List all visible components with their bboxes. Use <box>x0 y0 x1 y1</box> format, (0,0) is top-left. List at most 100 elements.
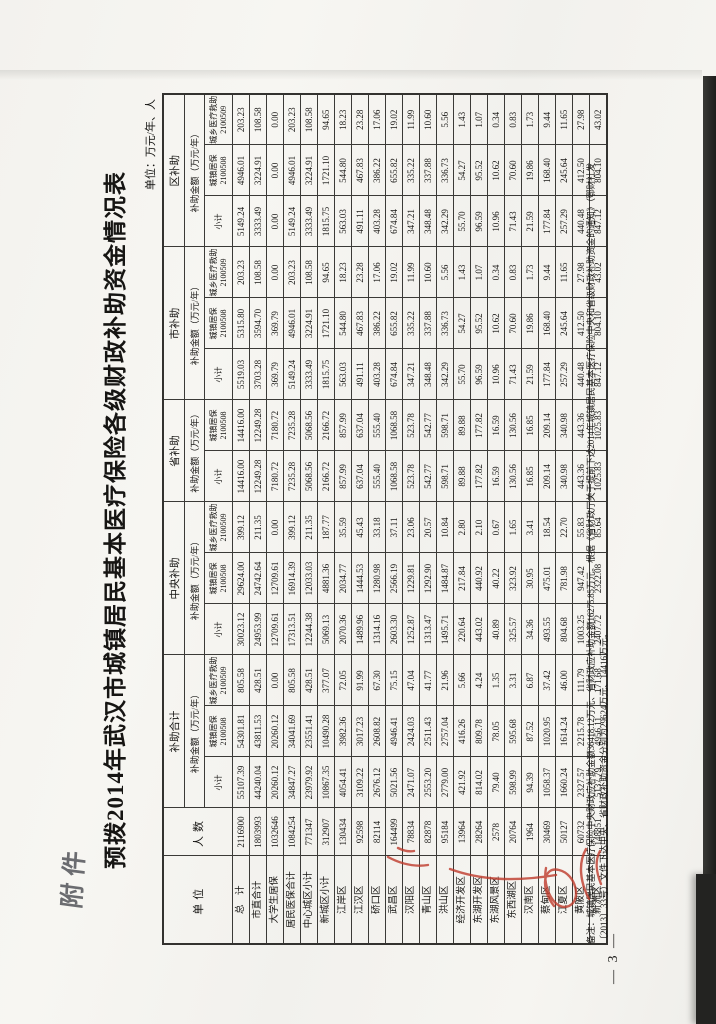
cell-amount: 16.85 <box>521 450 539 502</box>
cell-amount: 177.82 <box>470 450 488 502</box>
cell-amount: 369.79 <box>266 348 284 400</box>
cell-amount: 89.88 <box>453 450 471 502</box>
cell-amount: 1.73 <box>521 246 539 298</box>
cell-people: 1803993 <box>249 808 267 856</box>
cell-amount: 9.44 <box>538 93 556 145</box>
row-label-unit: 大学生居保 <box>266 856 284 944</box>
column-header: 小计 <box>204 757 233 808</box>
cell-amount: 1.07 <box>470 93 488 145</box>
cell-amount: 4946.41 <box>385 706 403 757</box>
cell-amount: 2.80 <box>453 501 471 553</box>
cell-people: 95184 <box>436 808 454 856</box>
cell-amount: 19.86 <box>521 144 539 196</box>
column-header: 小计 <box>204 348 233 400</box>
cell-amount: 0.67 <box>487 501 505 553</box>
cell-people: 50127 <box>555 808 573 856</box>
cell-amount: 9.44 <box>538 246 556 298</box>
cell-amount: 348.48 <box>419 195 437 247</box>
cell-people: 2578 <box>487 808 505 856</box>
cell-amount: 47.04 <box>402 654 420 706</box>
cell-amount: 1313.47 <box>419 603 437 655</box>
cell-amount: 2779.00 <box>436 757 454 808</box>
cell-amount: 403.28 <box>368 348 386 400</box>
cell-amount: 20.57 <box>419 501 437 553</box>
cell-amount: 2424.03 <box>402 706 420 757</box>
cell-amount: 16.59 <box>487 450 505 502</box>
cell-amount: 5.56 <box>436 246 454 298</box>
cell-amount: 19.02 <box>385 246 403 298</box>
row-label-unit: 蔡甸区 <box>538 856 556 944</box>
cell-amount: 21.59 <box>521 348 539 400</box>
cell-people: 312907 <box>317 808 335 856</box>
cell-amount: 5519.03 <box>232 348 250 400</box>
table-row: 洪山区 95184 2779.00 2757.04 21.96 1495.71 1484.8… <box>436 93 454 944</box>
cell-amount: 804.68 <box>555 603 573 655</box>
column-header: 城乡医疗救助 2100509 <box>204 501 233 553</box>
cell-amount: 18.54 <box>538 501 556 553</box>
cell-amount: 0.00 <box>266 144 284 196</box>
cell-amount: 95.52 <box>470 297 488 349</box>
cell-amount: 5068.56 <box>300 399 318 451</box>
cell-amount: 17313.51 <box>283 603 301 655</box>
cell-amount: 325.57 <box>504 603 522 655</box>
table-row: 居民医保合计 1084254 34847.27 34041.69 805.58 17313… <box>283 93 301 944</box>
cell-people: 82114 <box>368 808 386 856</box>
cell-amount: 475.01 <box>538 552 556 604</box>
cell-amount: 2166.72 <box>317 399 335 451</box>
cell-amount: 5.66 <box>453 654 471 706</box>
cell-amount: 5021.56 <box>385 757 403 808</box>
cell-people: 130434 <box>334 808 352 856</box>
cell-amount: 4881.36 <box>317 552 335 604</box>
cell-amount: 5149.24 <box>283 195 301 247</box>
cell-amount: 21.59 <box>521 195 539 247</box>
cell-amount: 493.55 <box>538 603 556 655</box>
cell-amount: 203.23 <box>283 93 301 145</box>
cell-amount: 3224.91 <box>300 297 318 349</box>
table-row: 汉阳区 78834 2471.07 2424.03 47.04 1252.87 1229.8… <box>402 93 420 944</box>
cell-people: 771347 <box>300 808 318 856</box>
column-header: 小计 <box>204 603 233 655</box>
cell-amount: 0.00 <box>266 501 284 553</box>
cell-amount: 46.00 <box>555 654 573 706</box>
cell-amount: 4054.41 <box>334 757 352 808</box>
row-label-unit: 居民医保合计 <box>283 856 301 944</box>
cell-amount: 187.77 <box>317 501 335 553</box>
cell-amount: 211.35 <box>300 501 318 553</box>
cell-amount: 655.82 <box>385 297 403 349</box>
cell-people: 20764 <box>504 808 522 856</box>
cell-amount: 70.60 <box>504 297 522 349</box>
column-header: 小计 <box>204 450 233 502</box>
cell-people: 1084254 <box>283 808 301 856</box>
cell-amount: 29624.00 <box>232 552 250 604</box>
cell-amount: 37.42 <box>538 654 556 706</box>
cell-amount: 3703.28 <box>249 348 267 400</box>
cell-amount: 337.88 <box>419 297 437 349</box>
cell-amount: 130.56 <box>504 450 522 502</box>
row-label-unit: 武昌区 <box>385 856 403 944</box>
cell-amount: 3333.49 <box>300 348 318 400</box>
cell-amount: 14416.00 <box>232 399 250 451</box>
cell-amount: 3224.91 <box>300 144 318 196</box>
cell-amount: 21.96 <box>436 654 454 706</box>
cell-amount: 7180.72 <box>266 399 284 451</box>
cell-amount: 857.99 <box>334 450 352 502</box>
cell-amount: 336.73 <box>436 144 454 196</box>
cell-amount: 5149.24 <box>283 348 301 400</box>
cell-amount: 6.87 <box>521 654 539 706</box>
cell-amount: 18.23 <box>334 93 352 145</box>
cell-amount: 674.84 <box>385 195 403 247</box>
cell-amount: 4946.01 <box>232 144 250 196</box>
cell-amount: 342.29 <box>436 348 454 400</box>
cell-amount: 4946.01 <box>283 297 301 349</box>
column-header: 城乡医疗救助 2100509 <box>204 654 233 706</box>
cell-amount: 2566.19 <box>385 552 403 604</box>
cell-amount: 386.22 <box>368 297 386 349</box>
cell-amount: 1068.58 <box>385 450 403 502</box>
unit-note: 单位：万元/年、人 <box>145 99 157 191</box>
cell-amount: 655.82 <box>385 144 403 196</box>
cell-amount: 1.43 <box>453 93 471 145</box>
cell-amount: 203.23 <box>232 246 250 298</box>
cell-amount: 30023.12 <box>232 603 250 655</box>
cell-amount: 89.88 <box>453 399 471 451</box>
cell-amount: 377.07 <box>317 654 335 706</box>
